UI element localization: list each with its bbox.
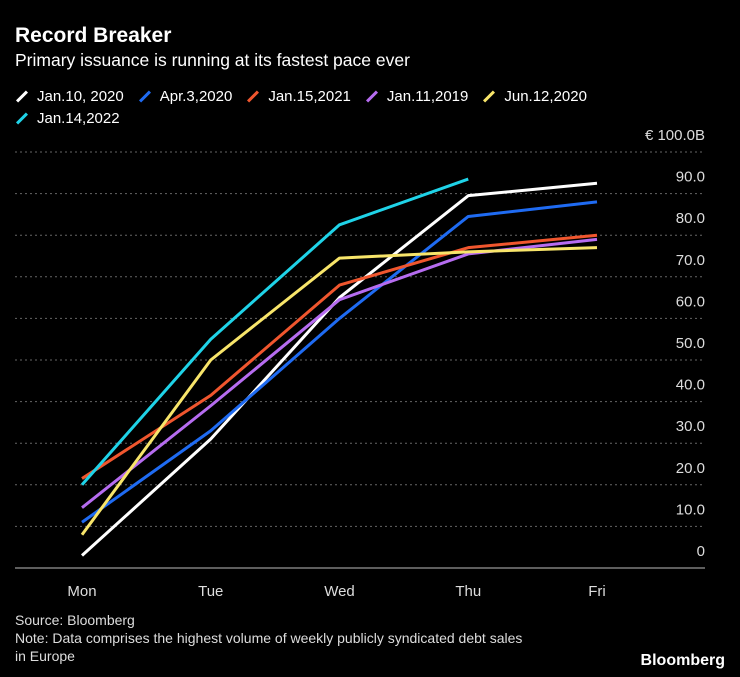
y-tick-label: 20.0 [676, 460, 705, 477]
series-line [80, 177, 469, 486]
series-line [81, 200, 598, 524]
logo: Bloomberg [640, 652, 725, 669]
chart-subtitle: Primary issuance is running at its faste… [15, 50, 410, 70]
legend-item: Jan.15,2021 [246, 86, 351, 106]
legend-label: Jan.11,2019 [386, 87, 469, 105]
legend-label: Jun.12,2020 [504, 87, 587, 105]
y-tick-label: 50.0 [676, 335, 705, 352]
legend-item: Jan.10, 2020 [15, 86, 124, 106]
x-tick-label: Mon [67, 583, 96, 600]
legend-label: Jan.15,2021 [268, 87, 351, 105]
legend-item: Jan.14,2022 [15, 108, 120, 128]
y-tick-label: 80.0 [676, 210, 705, 227]
legend-label: Jan.14,2022 [37, 109, 120, 127]
y-tick-label: 60.0 [676, 293, 705, 310]
legend-item: Jan.11,2019 [365, 86, 468, 106]
x-tick-label: Thu [455, 583, 481, 600]
legend-label: Jan.10, 2020 [37, 87, 124, 105]
chart-title: Record Breaker [15, 24, 172, 47]
note-line: in Europe [15, 648, 75, 664]
series-line [80, 181, 598, 557]
y-tick-label: 90.0 [676, 169, 705, 186]
y-tick-label: 10.0 [676, 501, 705, 518]
legend-item: Jun.12,2020 [482, 86, 587, 106]
series-line [81, 233, 598, 480]
y-tick-label: € 100.0B [645, 127, 705, 144]
y-tick-label: 70.0 [676, 252, 705, 269]
series-line [80, 246, 598, 536]
x-tick-label: Tue [198, 583, 223, 600]
x-tick-label: Fri [588, 583, 606, 600]
source: Source: Bloomberg [15, 612, 135, 628]
legend-label: Apr.3,2020 [159, 87, 233, 105]
y-tick-label: 40.0 [676, 377, 705, 394]
legend-item: Apr.3,2020 [138, 86, 233, 106]
note-line: Note: Data comprises the highest volume … [15, 630, 523, 646]
y-tick-label: 0 [697, 543, 705, 560]
y-tick-label: 30.0 [676, 418, 705, 435]
x-tick-label: Wed [324, 583, 355, 600]
legend: Jan.10, 2020 Apr.3,2020 Jan.15,2021 Jan.11,… [15, 86, 655, 128]
